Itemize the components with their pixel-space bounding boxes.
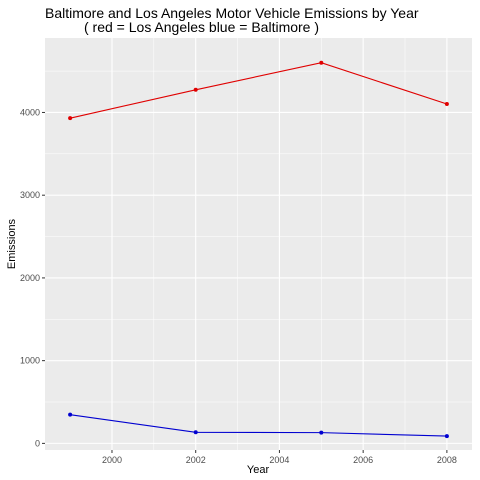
y-tick-label: 1000 xyxy=(20,356,40,366)
x-axis-title: Year xyxy=(247,464,270,476)
x-tick-label: 2004 xyxy=(269,455,289,465)
y-tick-label: 3000 xyxy=(20,190,40,200)
data-point xyxy=(319,430,324,435)
y-axis: 0 1000 2000 3000 4000 xyxy=(20,107,45,448)
y-tick-label: 0 xyxy=(35,438,40,448)
grid xyxy=(45,38,472,450)
data-point xyxy=(319,60,324,65)
data-point xyxy=(68,116,73,121)
x-axis: 2000 2002 2004 2006 2008 xyxy=(102,450,457,465)
plot-panel xyxy=(45,38,472,450)
data-point xyxy=(444,434,449,439)
chart-subtitle: ( red = Los Angeles blue = Baltimore ) xyxy=(84,19,319,35)
y-tick-label: 4000 xyxy=(20,107,40,117)
series-layer xyxy=(68,60,449,439)
y-axis-title: Emissions xyxy=(6,218,18,269)
x-tick-label: 2000 xyxy=(102,455,122,465)
x-tick-label: 2006 xyxy=(353,455,373,465)
data-point xyxy=(444,102,449,107)
data-point xyxy=(193,87,198,92)
chart-title: Baltimore and Los Angeles Motor Vehicle … xyxy=(45,5,419,21)
series-line-0 xyxy=(69,62,448,119)
data-point xyxy=(193,430,198,435)
x-tick-label: 2002 xyxy=(186,455,206,465)
data-point xyxy=(68,412,73,417)
y-tick-label: 2000 xyxy=(20,273,40,283)
series-line-1 xyxy=(70,414,447,437)
x-tick-label: 2008 xyxy=(437,455,457,465)
